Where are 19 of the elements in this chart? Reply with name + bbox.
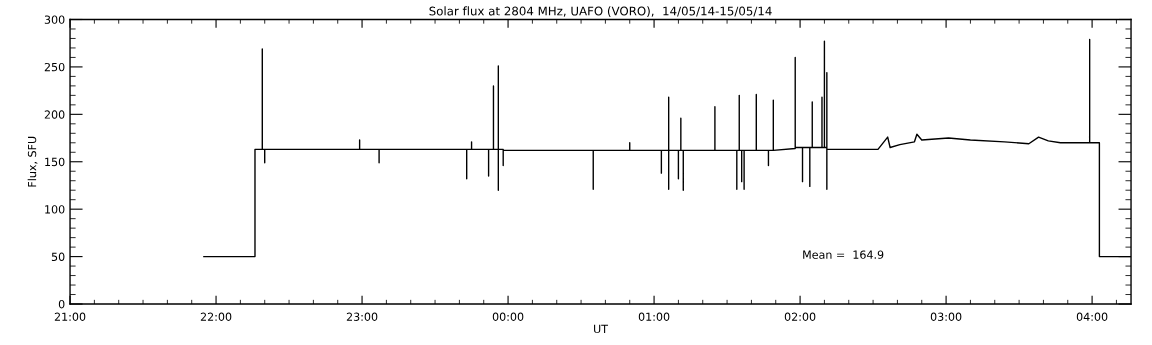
x-axis-title: UT xyxy=(594,324,609,334)
chart-title: Solar flux at 2804 MHz, UAFO (VORO), 14/05/14-15/05/14 xyxy=(429,6,772,17)
x-tick-label: 23:00 xyxy=(346,312,378,321)
x-tick-label: 00:00 xyxy=(492,312,524,321)
x-tick-label: 04:00 xyxy=(1076,312,1108,321)
x-tick-label: 03:00 xyxy=(930,312,962,321)
y-tick-label: 100 xyxy=(45,205,65,214)
y-tick-label: 250 xyxy=(44,62,65,72)
y-tick-label: 300 xyxy=(44,15,65,24)
y-tick-label: 0 xyxy=(58,299,65,309)
x-tick-label: 22:00 xyxy=(200,312,232,321)
x-tick-label: 02:00 xyxy=(784,312,816,321)
x-tick-label: 21:00 xyxy=(54,312,86,321)
annotation: Mean = 164.9 xyxy=(803,250,884,259)
y-axis-title: Flux, SFU xyxy=(27,136,38,187)
x-tick-label: 01:00 xyxy=(638,312,670,321)
y-tick-label: 150 xyxy=(45,157,65,167)
y-tick-label: 50 xyxy=(51,252,65,261)
y-tick-label: 200 xyxy=(44,110,65,119)
